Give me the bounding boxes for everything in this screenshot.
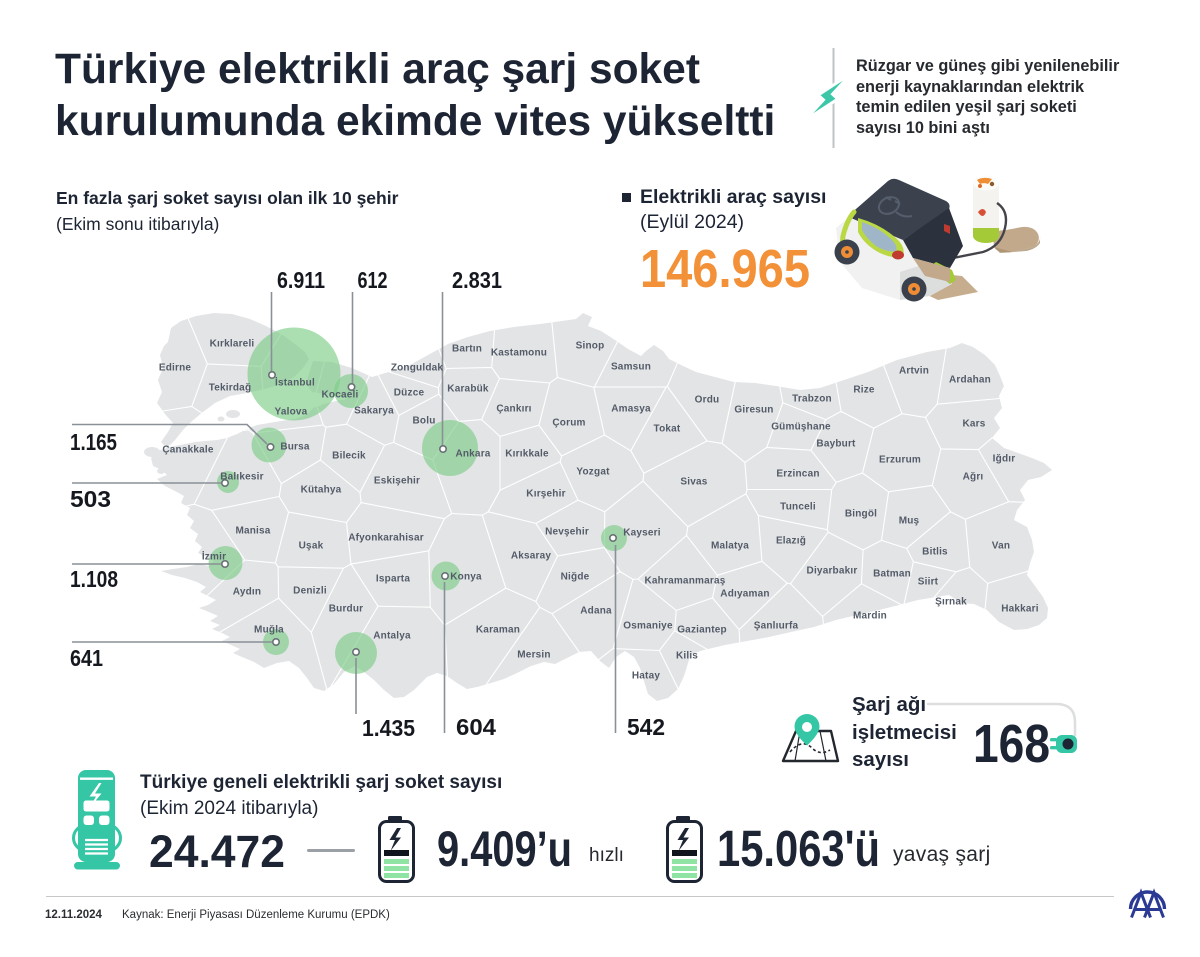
svg-text:Kütahya: Kütahya [301, 485, 342, 496]
svg-text:1.165: 1.165 [70, 429, 117, 455]
svg-text:Samsun: Samsun [611, 362, 651, 373]
svg-text:Osmaniye: Osmaniye [623, 621, 673, 632]
svg-text:Aksaray: Aksaray [511, 551, 552, 562]
svg-text:Çanakkale: Çanakkale [162, 445, 214, 456]
svg-text:Elazığ: Elazığ [776, 536, 806, 547]
svg-text:Bitlis: Bitlis [922, 547, 948, 558]
svg-text:612: 612 [358, 267, 388, 293]
svg-text:Nevşehir: Nevşehir [545, 527, 589, 538]
svg-text:Gaziantep: Gaziantep [677, 625, 727, 636]
svg-text:Siirt: Siirt [918, 577, 939, 588]
svg-text:Diyarbakır: Diyarbakır [807, 566, 858, 577]
svg-text:Balıkesir: Balıkesir [220, 472, 264, 483]
svg-text:Mardin: Mardin [853, 611, 887, 622]
svg-text:Karabük: Karabük [447, 384, 489, 395]
svg-text:Batman: Batman [873, 569, 911, 580]
svg-text:Amasya: Amasya [611, 404, 651, 415]
svg-text:Kırklareli: Kırklareli [210, 339, 255, 350]
svg-text:Adıyaman: Adıyaman [720, 589, 769, 600]
svg-text:Bolu: Bolu [412, 416, 435, 427]
svg-text:Gümüşhane: Gümüşhane [771, 422, 831, 433]
svg-text:Tekirdağ: Tekirdağ [209, 383, 252, 394]
svg-text:Hatay: Hatay [632, 671, 660, 682]
svg-text:Kırıkkale: Kırıkkale [505, 449, 549, 460]
svg-text:1.435: 1.435 [362, 715, 415, 741]
svg-text:Tokat: Tokat [654, 424, 681, 435]
svg-text:Zonguldak: Zonguldak [391, 363, 444, 374]
svg-text:Bartın: Bartın [452, 344, 482, 355]
svg-text:İstanbul: İstanbul [275, 376, 315, 389]
svg-text:Kastamonu: Kastamonu [491, 348, 547, 359]
svg-text:Aydın: Aydın [233, 587, 261, 598]
svg-text:Konya: Konya [450, 572, 482, 583]
svg-text:Sinop: Sinop [576, 341, 605, 352]
svg-text:Düzce: Düzce [394, 388, 425, 399]
svg-text:Yozgat: Yozgat [576, 467, 610, 478]
svg-text:Muş: Muş [899, 516, 920, 527]
svg-text:Antalya: Antalya [373, 631, 411, 642]
svg-text:Sivas: Sivas [680, 477, 707, 488]
svg-text:Kırşehir: Kırşehir [526, 489, 565, 500]
svg-text:Niğde: Niğde [561, 572, 590, 583]
svg-text:Bilecik: Bilecik [332, 451, 366, 462]
svg-text:Kocaeli: Kocaeli [322, 390, 359, 401]
svg-text:Mersin: Mersin [517, 650, 550, 661]
svg-text:Eskişehir: Eskişehir [374, 476, 420, 487]
svg-text:Yalova: Yalova [275, 407, 308, 418]
svg-text:Kars: Kars [962, 419, 985, 430]
svg-text:Rize: Rize [853, 385, 875, 396]
svg-text:6.911: 6.911 [277, 267, 325, 293]
svg-text:Kayseri: Kayseri [623, 528, 661, 539]
svg-text:Çorum: Çorum [552, 418, 585, 429]
svg-text:Giresun: Giresun [734, 405, 773, 416]
svg-text:Sakarya: Sakarya [354, 406, 394, 417]
svg-text:604: 604 [456, 714, 496, 740]
svg-text:542: 542 [627, 714, 665, 740]
svg-text:Edirne: Edirne [159, 363, 192, 374]
svg-text:168: 168 [973, 714, 1050, 774]
svg-text:Bursa: Bursa [280, 442, 310, 453]
svg-text:Muğla: Muğla [254, 625, 284, 636]
svg-text:Erzincan: Erzincan [776, 469, 819, 480]
svg-text:146.965: 146.965 [640, 239, 810, 299]
svg-text:15.063'ü: 15.063'ü [717, 820, 880, 877]
svg-text:Trabzon: Trabzon [792, 394, 832, 405]
svg-text:Şanlıurfa: Şanlıurfa [754, 621, 799, 632]
svg-text:Ardahan: Ardahan [949, 375, 991, 386]
svg-text:9.409’u: 9.409’u [437, 821, 572, 877]
svg-text:Isparta: Isparta [376, 574, 410, 585]
svg-text:Iğdır: Iğdır [993, 454, 1016, 465]
svg-text:503: 503 [70, 486, 111, 512]
svg-text:1.108: 1.108 [70, 566, 118, 592]
svg-text:Denizli: Denizli [293, 586, 327, 597]
svg-text:641: 641 [70, 645, 103, 671]
svg-text:Adana: Adana [580, 606, 612, 617]
svg-text:Afyonkarahisar: Afyonkarahisar [348, 533, 424, 544]
svg-text:Burdur: Burdur [329, 604, 364, 615]
svg-text:Manisa: Manisa [235, 526, 270, 537]
svg-text:Ağrı: Ağrı [963, 472, 984, 483]
svg-text:Tunceli: Tunceli [780, 502, 816, 513]
svg-text:Kilis: Kilis [676, 651, 698, 662]
svg-text:Artvin: Artvin [899, 366, 929, 377]
svg-text:Kahramanmaraş: Kahramanmaraş [645, 576, 726, 587]
svg-text:Bayburt: Bayburt [816, 439, 856, 450]
svg-text:Malatya: Malatya [711, 541, 749, 552]
svg-text:Ordu: Ordu [695, 395, 720, 406]
svg-text:Çankırı: Çankırı [496, 404, 531, 415]
svg-text:İzmir: İzmir [202, 550, 226, 563]
svg-text:Ankara: Ankara [455, 449, 490, 460]
svg-text:24.472: 24.472 [149, 826, 285, 877]
svg-text:Uşak: Uşak [299, 541, 324, 552]
svg-text:Erzurum: Erzurum [879, 455, 921, 466]
svg-text:Karaman: Karaman [476, 625, 520, 636]
svg-text:2.831: 2.831 [452, 267, 502, 293]
svg-text:Bingöl: Bingöl [845, 509, 877, 520]
svg-text:Hakkari: Hakkari [1001, 604, 1039, 615]
svg-text:Şırnak: Şırnak [935, 597, 967, 608]
svg-text:Van: Van [992, 541, 1010, 552]
